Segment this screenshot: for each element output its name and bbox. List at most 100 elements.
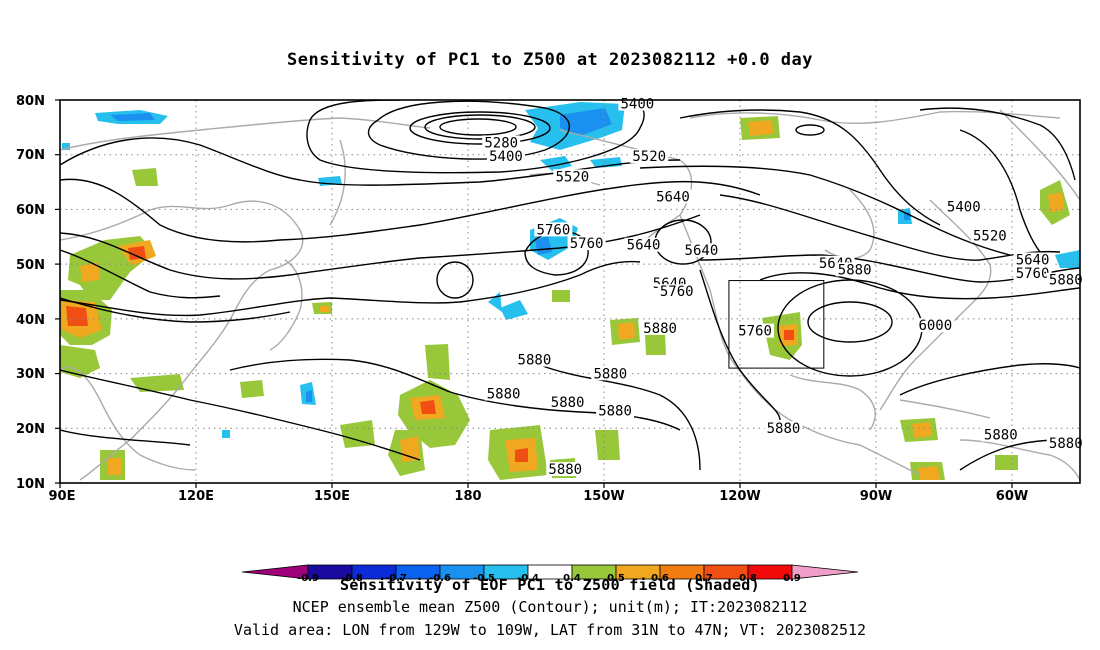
lon-label: 90E — [49, 489, 76, 504]
contour-5280 — [409, 111, 551, 145]
contour-label-bg — [653, 189, 692, 204]
contour-label: 5880 — [598, 404, 632, 420]
contour-small-arctic — [795, 124, 825, 136]
colorbar-tick-label: 0.8 — [739, 573, 757, 584]
contour-label: 5400 — [489, 149, 523, 165]
contour-label-bg — [484, 386, 523, 401]
contour-label: 5880 — [593, 366, 627, 382]
valid-area-box — [728, 280, 825, 369]
contour-label-bg — [596, 403, 635, 418]
sensitivity-shading — [60, 102, 1080, 480]
contour-5880-se — [899, 363, 1080, 396]
contour-low-180 — [436, 261, 474, 299]
contour-label: 5880 — [767, 421, 801, 437]
pos-patch-core — [80, 262, 100, 282]
caption-shading: Sensitivity of EOF PC1 to Z500 field (Sh… — [340, 576, 760, 594]
pos-patch-core — [108, 458, 122, 475]
pos-patch — [595, 430, 620, 460]
contour-label: 5640 — [627, 238, 661, 254]
pos-patch-peak — [420, 400, 436, 414]
contour-label: 5400 — [621, 97, 655, 113]
lon-label: 90W — [860, 489, 892, 504]
contour-label-bg — [546, 462, 585, 477]
contour-label-bg — [482, 135, 521, 150]
contour-5640-left — [60, 249, 221, 299]
coast-na-east — [879, 199, 992, 411]
lat-label: 70N — [16, 148, 45, 163]
contour-5880-low — [60, 369, 421, 461]
lon-label: 150E — [314, 489, 350, 504]
contour-label-bg — [641, 320, 680, 335]
colorbar-tick-label: -0.7 — [385, 573, 407, 584]
colorbar-tick-label: 0.6 — [651, 573, 669, 584]
contour-5280-inner — [424, 114, 536, 140]
pos-patch — [132, 168, 158, 186]
coast-caribbean — [899, 399, 991, 419]
contour-label-bg — [981, 427, 1020, 442]
contour-label-bg — [624, 237, 663, 252]
pos-patch — [552, 290, 570, 302]
coast-gulf — [789, 374, 876, 431]
contour-arctic-ne — [919, 107, 1076, 181]
lat-label: 20N — [16, 422, 45, 437]
contour-5880-south — [539, 364, 701, 471]
contour-label: 5880 — [1049, 436, 1083, 452]
contour-label: 5760 — [1016, 266, 1050, 282]
coast-asia-east — [60, 200, 304, 481]
lon-label: 120E — [178, 489, 214, 504]
contour-label-bg — [548, 394, 587, 409]
contour-label-bg — [1046, 272, 1085, 287]
contour-6000-inner — [807, 301, 893, 343]
contour-label-bg — [944, 199, 983, 214]
contour-label: 5880 — [551, 395, 585, 411]
neg-patch-core — [560, 108, 612, 136]
colorbar-tick-label: -0.8 — [341, 573, 363, 584]
pos-patch — [340, 420, 375, 448]
pos-patch-core — [912, 422, 932, 438]
contour-5760-left — [60, 297, 291, 323]
coast-na-west — [679, 214, 861, 446]
pos-patch — [60, 345, 100, 378]
colorbar-tick-label: 0.5 — [607, 573, 625, 584]
contour-label: 5880 — [487, 387, 521, 403]
pos-patch-peak — [515, 448, 528, 462]
tick-marks — [55, 99, 1013, 488]
colorbar-tick-label: -0.9 — [297, 573, 319, 584]
contour-label: 5280 — [484, 135, 518, 151]
contour-label-bg — [736, 323, 775, 338]
pos-patch-core — [400, 436, 420, 462]
pos-patch-core — [1048, 192, 1064, 212]
pos-patch-peak — [66, 306, 88, 326]
lon-label: 120W — [719, 489, 760, 504]
neg-patch — [222, 430, 230, 438]
contour-label-bg — [515, 352, 554, 367]
neg-patch — [500, 300, 528, 320]
colorbar-tick-label: 0.9 — [783, 573, 801, 584]
contour-label-bg — [682, 243, 721, 258]
colorbar-tick-label: 0.4 — [563, 573, 581, 584]
map-title: Sensitivity of PC1 to Z500 at 2023082112… — [286, 50, 813, 70]
pos-patch-peak — [784, 330, 794, 340]
contour-label: 5400 — [947, 199, 981, 215]
pos-patch — [240, 380, 264, 398]
lon-label: 150W — [583, 489, 624, 504]
contour-label-bg — [657, 284, 696, 299]
contour-label: 5760 — [570, 236, 604, 252]
contour-label-bg — [835, 262, 874, 277]
contour-label: 5880 — [518, 353, 552, 369]
pos-patch — [130, 374, 184, 392]
contour-label: 5760 — [660, 284, 694, 300]
lon-label: 180 — [454, 489, 481, 504]
neg-patch-core — [110, 113, 155, 121]
contour-label-bg — [567, 236, 606, 251]
contour-label-bg — [553, 169, 592, 184]
coast-japan — [269, 259, 303, 351]
neg-patch-core — [306, 390, 312, 402]
neg-patch — [1055, 250, 1080, 268]
lat-label: 40N — [16, 313, 45, 328]
contour-label: 5880 — [548, 462, 582, 478]
contour-label: 5880 — [643, 321, 677, 337]
contour-label-bg — [1013, 252, 1052, 267]
contour-label: 5640 — [656, 190, 690, 206]
